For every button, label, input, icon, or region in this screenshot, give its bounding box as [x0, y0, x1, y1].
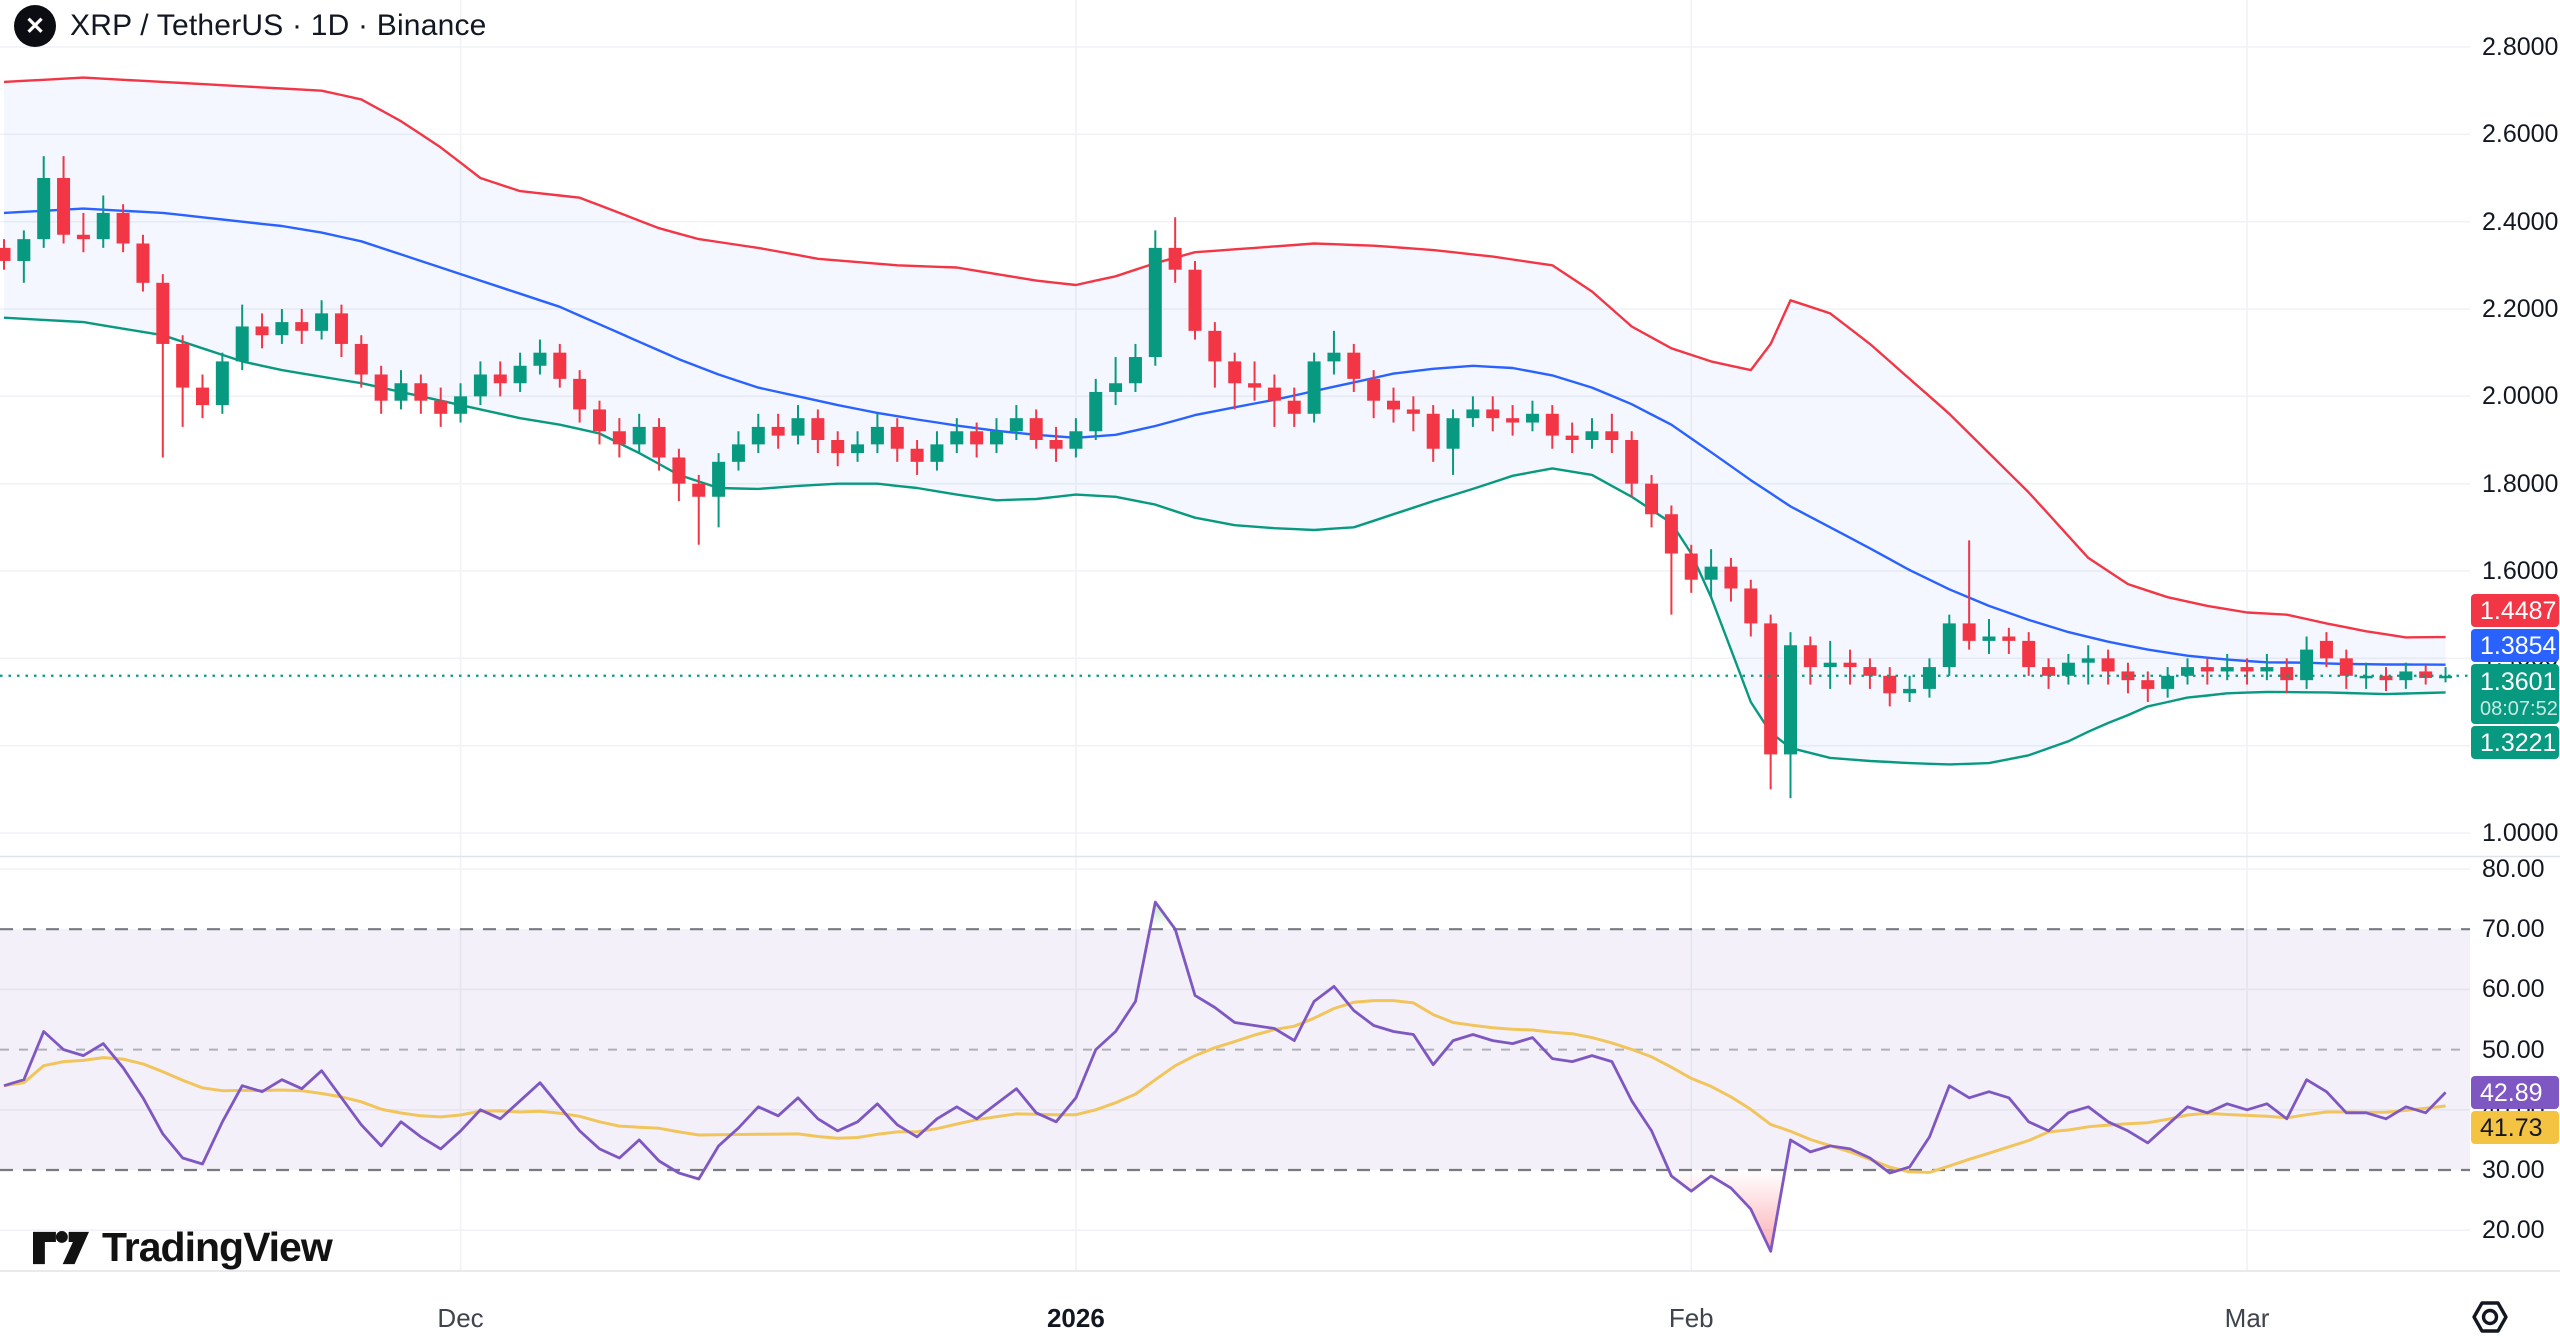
price-axis-label: 2.4000 [2482, 207, 2559, 236]
countdown-timer: 08:07:52 [2480, 698, 2558, 720]
pane-separators [0, 855, 2560, 1272]
price-axis-label: 2.6000 [2482, 120, 2559, 149]
rsi-axis-label: 20.00 [2482, 1216, 2545, 1245]
upper-band-badge: 1.4487 [2471, 594, 2559, 627]
last-price-badge: 1.3601 08:07:52 [2471, 664, 2559, 724]
basis-badge: 1.3854 [2471, 629, 2559, 662]
tradingview-mark-icon [33, 1230, 89, 1264]
price-axis-label: 1.0000 [2482, 819, 2559, 847]
price-axis-label: 2.8000 [2482, 33, 2559, 61]
rsi-indicator [3, 900, 2447, 1253]
price-axis-label: 1.8000 [2482, 469, 2559, 498]
rsi-axis-label: 60.00 [2482, 975, 2545, 1004]
rsi-axis-label: 70.00 [2482, 915, 2545, 944]
tradingview-logo[interactable]: TradingView [33, 1224, 333, 1271]
rsi-axis-label: 30.00 [2482, 1156, 2545, 1184]
bollinger-bands [3, 76, 2446, 766]
symbol-title[interactable]: XRP / TetherUS · 1D · Binance [70, 9, 487, 42]
symbol-header[interactable]: ✕ XRP / TetherUS · 1D · Binance [14, 5, 487, 47]
time-axis-label: 2026 [1046, 1303, 1105, 1333]
gridlines [0, 0, 2470, 1271]
time-axis-label: Mar [2224, 1303, 2270, 1333]
rsi-value-badge: 42.89 [2471, 1076, 2559, 1109]
candlestick-series [0, 156, 2453, 799]
rsi-axis-label: 50.00 [2482, 1035, 2545, 1064]
rsi-axis-label: 80.00 [2482, 855, 2545, 883]
time-axis-label: Dec [437, 1303, 484, 1333]
xrp-logo-icon: ✕ [14, 5, 56, 47]
price-axis-label: 2.2000 [2482, 295, 2559, 323]
tradingview-logo-text: TradingView [102, 1224, 333, 1270]
time-axis-label: Feb [1668, 1303, 1714, 1333]
price-axis-label: 1.6000 [2482, 557, 2559, 585]
scale-settings-icon[interactable] [2470, 1299, 2510, 1338]
lower-band-badge: 1.3221 [2471, 726, 2559, 759]
rsi-ma-value-badge: 41.73 [2471, 1111, 2559, 1144]
price-axis-label: 2.0000 [2482, 382, 2559, 411]
